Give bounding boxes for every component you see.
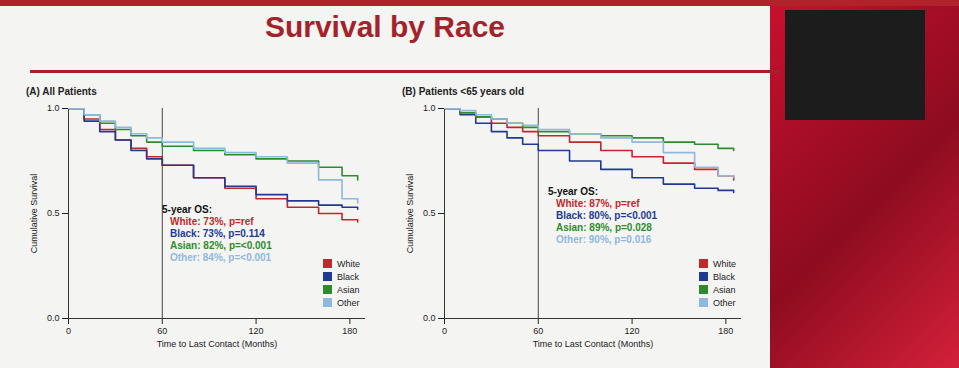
svg-text:0: 0 (66, 326, 71, 336)
svg-text:0.0: 0.0 (423, 313, 436, 323)
svg-text:120: 120 (625, 326, 640, 336)
html-text:(A) All Patients: (A) All Patients (26, 86, 97, 97)
svg-text:Cumulative Survival: Cumulative Survival (405, 174, 415, 254)
html-text:White: 87%, p=ref: White: 87%, p=ref (556, 198, 640, 209)
svg-text:Cumulative Survival: Cumulative Survival (29, 174, 39, 254)
svg-text:180: 180 (718, 326, 733, 336)
html-text:Asian: 82%, p=<0.001: Asian: 82%, p=<0.001 (170, 240, 272, 251)
html-text:White: White (713, 259, 736, 269)
html-text:Survival by Race: Survival by Race (264, 10, 506, 43)
svg-text:60: 60 (533, 326, 543, 336)
svg-text:120: 120 (249, 326, 264, 336)
html-text:Other: 84%, p=<0.001: Other: 84%, p=<0.001 (170, 252, 272, 263)
svg-text:1.0: 1.0 (423, 103, 436, 113)
html-text:Asian: Asian (713, 285, 736, 295)
html-text:(B) Patients <65 years old: (B) Patients <65 years old (402, 86, 524, 97)
svg-text:Time to Last Contact (Months): Time to Last Contact (Months) (533, 339, 654, 349)
html-text:Black: 73%, p=0.114: Black: 73%, p=0.114 (170, 228, 265, 239)
html-text:Asian: 89%, p=0.028: Asian: 89%, p=0.028 (556, 222, 652, 233)
html-text:Black: Black (337, 272, 359, 282)
html-text:Other: Other (337, 298, 360, 308)
svg-text:0.0: 0.0 (47, 313, 60, 323)
svg-text:0.5: 0.5 (423, 208, 436, 218)
html-text:Other: Other (713, 298, 736, 308)
html-text:5-year OS:: 5-year OS: (162, 204, 212, 215)
html-text:Black: 80%, p=<0.001: Black: 80%, p=<0.001 (556, 210, 658, 221)
html-text:Asian: Asian (337, 285, 360, 295)
html-text:White: White (337, 259, 360, 269)
svg-text:Time to Last Contact (Months): Time to Last Contact (Months) (157, 339, 278, 349)
html-text:5-year OS:: 5-year OS: (548, 186, 598, 197)
svg-text:0: 0 (442, 326, 447, 336)
svg-text:180: 180 (342, 326, 357, 336)
svg-text:1.0: 1.0 (47, 103, 60, 113)
html-text:Black: Black (713, 272, 735, 282)
html-text:Other: 90%, p=0.016: Other: 90%, p=0.016 (556, 234, 652, 245)
svg-text:0.5: 0.5 (47, 208, 60, 218)
svg-text:60: 60 (157, 326, 167, 336)
html-text:White: 73%, p=ref: White: 73%, p=ref (170, 216, 254, 227)
